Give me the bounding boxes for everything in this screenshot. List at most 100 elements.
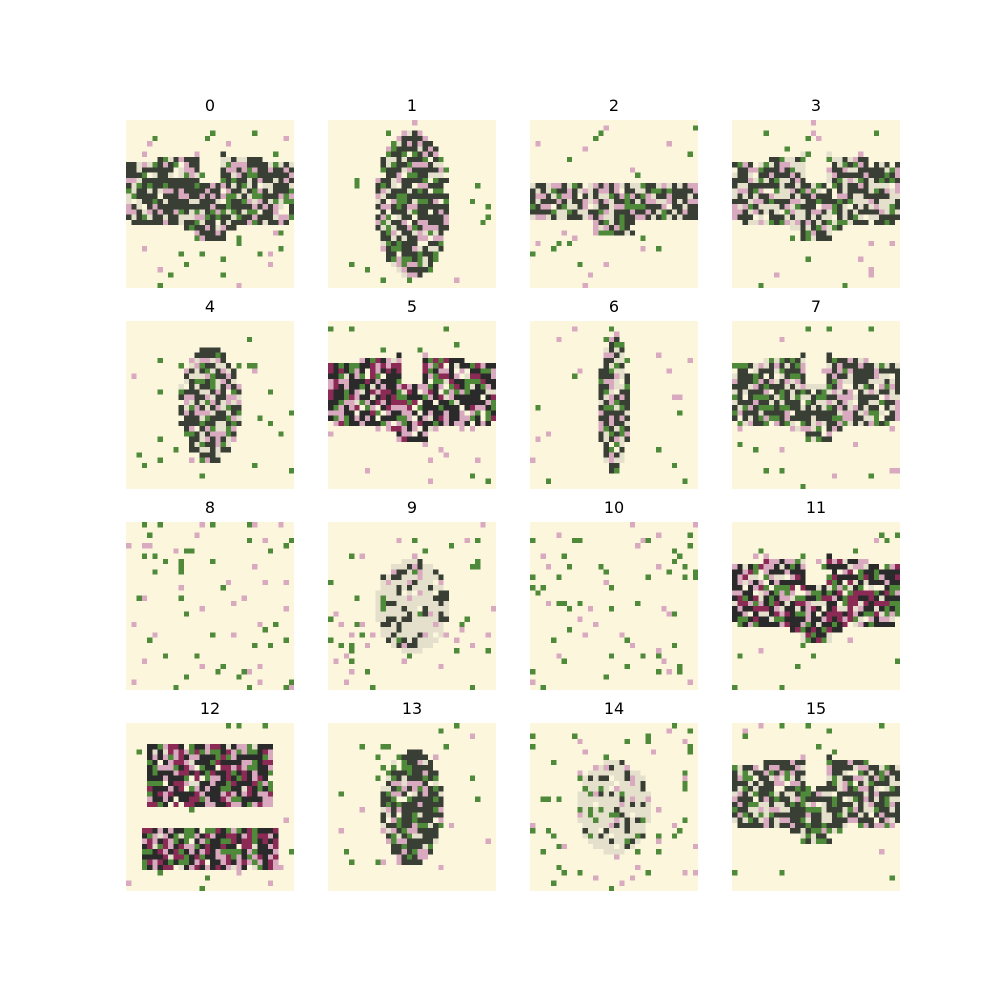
pixel <box>677 204 683 210</box>
pixel <box>485 373 491 379</box>
pixel <box>884 177 890 183</box>
pixel <box>380 786 386 792</box>
pixel <box>629 230 635 236</box>
pixel <box>753 384 759 390</box>
pixel <box>753 600 759 606</box>
pixel <box>614 331 620 337</box>
pixel <box>535 405 541 411</box>
pixel <box>661 214 667 220</box>
pixel <box>863 177 869 183</box>
pixel <box>412 765 418 771</box>
pixel <box>194 415 200 421</box>
pixel <box>178 843 184 849</box>
pixel <box>349 859 355 865</box>
pixel <box>199 457 205 463</box>
pixel <box>231 828 237 834</box>
pixel <box>742 172 748 178</box>
pixel <box>178 569 184 575</box>
pixel <box>215 849 221 855</box>
pixel <box>826 770 832 776</box>
pixel <box>758 801 764 807</box>
pixel <box>189 749 195 755</box>
pixel <box>805 611 811 617</box>
pixel <box>779 219 785 225</box>
pixel <box>210 347 216 353</box>
pixel <box>189 156 195 162</box>
pixel <box>433 420 439 426</box>
pixel <box>427 219 433 225</box>
pixel <box>189 447 195 453</box>
pixel <box>742 600 748 606</box>
pixel <box>454 399 460 405</box>
pixel <box>401 193 407 199</box>
pixel <box>359 807 365 813</box>
pixel <box>427 833 433 839</box>
pixel <box>183 415 189 421</box>
pixel <box>370 394 376 400</box>
pixel <box>858 786 864 792</box>
pixel <box>572 209 578 215</box>
pixel <box>422 849 428 855</box>
pixel <box>753 394 759 400</box>
panel-image <box>732 723 900 891</box>
pixel <box>852 621 858 627</box>
pixel <box>779 172 785 178</box>
pixel <box>535 209 541 215</box>
pixel <box>257 828 263 834</box>
pixel <box>858 193 864 199</box>
pixel <box>375 595 381 601</box>
pixel <box>614 363 620 369</box>
pixel <box>619 394 625 400</box>
pixel <box>427 801 433 807</box>
pixel <box>178 838 184 844</box>
pixel <box>614 786 620 792</box>
pixel <box>152 193 158 199</box>
pixel <box>774 822 780 828</box>
pixel <box>359 378 365 384</box>
pixel <box>380 415 386 421</box>
pixel <box>582 209 588 215</box>
pixel <box>789 780 795 786</box>
panel-image <box>530 723 698 891</box>
pixel <box>349 648 355 654</box>
pixel <box>619 352 625 358</box>
pixel <box>863 204 869 210</box>
pixel <box>768 780 774 786</box>
pixel <box>157 770 163 776</box>
pixel <box>656 833 662 839</box>
pixel <box>692 125 698 131</box>
pixel <box>619 436 625 442</box>
pixel <box>210 389 216 395</box>
panel-image <box>328 120 496 288</box>
pixel <box>868 167 874 173</box>
pixel <box>858 775 864 781</box>
pixel <box>852 765 858 771</box>
pixel <box>614 384 620 390</box>
pixel <box>598 384 604 390</box>
pixel <box>650 204 656 210</box>
pixel <box>422 621 428 627</box>
pixel <box>422 426 428 432</box>
pixel <box>774 405 780 411</box>
pixel <box>842 564 848 570</box>
pixel <box>241 744 247 750</box>
pixel <box>173 828 179 834</box>
pixel <box>396 595 402 601</box>
pixel <box>210 198 216 204</box>
pixel <box>273 209 279 215</box>
pixel <box>204 410 210 416</box>
pixel <box>246 775 252 781</box>
panel: 3 <box>732 97 900 288</box>
pixel <box>246 336 252 342</box>
pixel <box>157 214 163 220</box>
pixel <box>692 204 698 210</box>
pixel <box>640 801 646 807</box>
pixel <box>732 569 738 575</box>
pixel <box>480 219 486 225</box>
pixel <box>438 188 444 194</box>
pixel <box>598 198 604 204</box>
pixel <box>183 183 189 189</box>
pixel <box>682 214 688 220</box>
pixel <box>666 141 672 147</box>
pixel <box>147 637 153 643</box>
